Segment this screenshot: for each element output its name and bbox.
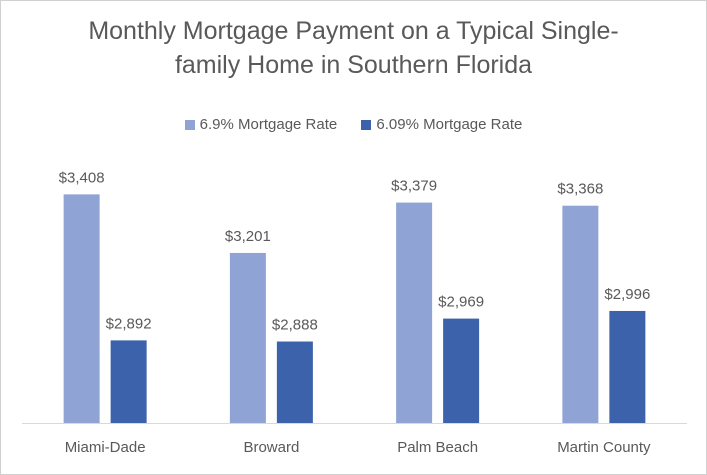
data-label-2-broward: $2,888 (272, 317, 318, 334)
x-tick-label: Martin County (557, 439, 651, 456)
legend-item-series-2: 6.09% Mortgage Rate (361, 116, 522, 133)
x-tick-label: Broward (243, 439, 299, 456)
data-label-2-palm-beach: $2,969 (438, 294, 484, 311)
bar-2-martin-county (609, 310, 646, 423)
chart-title-line2: family Home in Southern Florida (174, 51, 533, 79)
legend-label-series-1: 6.9% Mortgage Rate (199, 116, 338, 133)
legend-swatch-series-2 (361, 119, 372, 130)
legend-item-series-1: 6.9% Mortgage Rate (184, 116, 338, 133)
bar-1-miami-dade (63, 194, 100, 423)
legend-label-series-2: 6.09% Mortgage Rate (376, 116, 523, 133)
data-label-2-miami-dade: $2,892 (106, 315, 152, 332)
legend-swatch-series-1 (184, 119, 195, 130)
x-tick-label: Palm Beach (397, 439, 478, 456)
bar-1-palm-beach (396, 202, 433, 423)
bar-2-broward (276, 341, 313, 423)
data-label-1-miami-dade: $3,408 (59, 169, 105, 186)
bar-1-martin-county (562, 205, 599, 423)
chart-title: Monthly Mortgage Payment on a Typical Si… (0, 14, 707, 82)
data-label-1-broward: $3,201 (225, 228, 271, 245)
bar-2-miami-dade (110, 340, 147, 423)
legend: 6.9% Mortgage Rate 6.09% Mortgage Rate (0, 116, 707, 134)
bar-2-palm-beach (443, 318, 480, 423)
data-label-2-martin-county: $2,996 (604, 286, 650, 303)
chart-title-line1: Monthly Mortgage Payment on a Typical Si… (88, 17, 619, 45)
data-label-1-palm-beach: $3,379 (391, 178, 437, 195)
data-label-1-martin-county: $3,368 (557, 181, 603, 198)
x-tick-label: Miami-Dade (65, 439, 146, 456)
bar-1-broward (229, 252, 266, 423)
